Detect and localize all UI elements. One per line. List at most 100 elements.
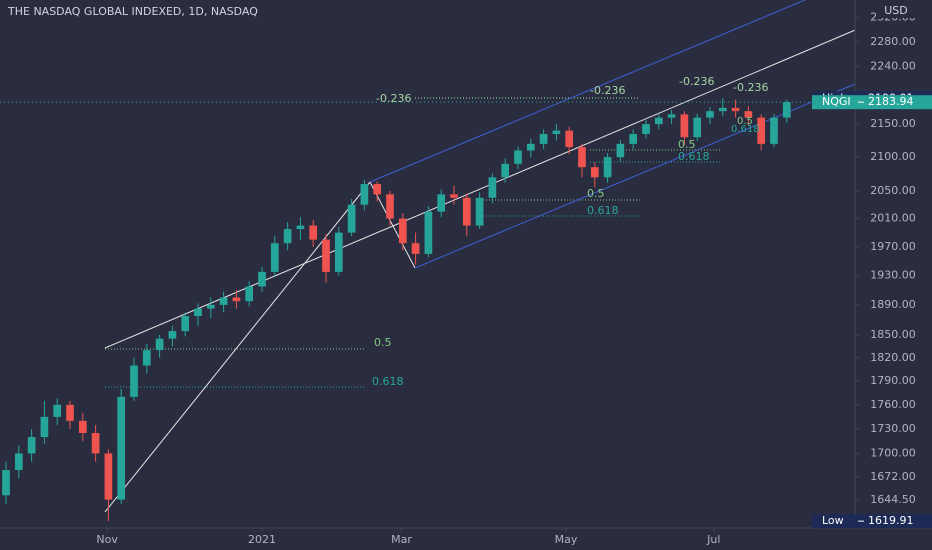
- candle-body: [667, 114, 676, 118]
- fib-label: 0.5: [737, 116, 753, 127]
- y-tick-label: 1890.00: [870, 298, 916, 311]
- y-tick-label: 1970.00: [870, 240, 916, 253]
- candle-body: [104, 453, 113, 500]
- candle-body: [245, 286, 254, 302]
- axes: 2320.002280.002240.002150.002100.002050.…: [0, 10, 932, 546]
- candle-body: [27, 437, 36, 454]
- chart-title: THE NASDAQ GLOBAL INDEXED, 1D, NASDAQ: [7, 5, 258, 18]
- candle-body: [706, 111, 714, 118]
- x-tick-label: May: [555, 533, 578, 546]
- y-tick-label: 1700.00: [870, 446, 916, 459]
- price-marker-value: 2183.94: [868, 95, 914, 108]
- price-marker-name: Low: [822, 514, 844, 527]
- candle-body: [347, 204, 356, 233]
- pitchfork-upper: [369, 0, 806, 183]
- candle-body: [206, 304, 215, 309]
- candle-body: [181, 316, 190, 332]
- pitchfork-median: [104, 27, 861, 349]
- candle-body: [398, 218, 407, 244]
- candle-body: [40, 416, 49, 438]
- y-tick-label: 2240.00: [870, 60, 916, 73]
- candle-body: [654, 117, 663, 125]
- candle-body: [782, 102, 791, 118]
- candle-body: [270, 243, 279, 272]
- candle-body: [283, 229, 292, 244]
- fib-label: 0.618: [678, 150, 710, 163]
- fib-label: -0.236: [733, 81, 768, 94]
- x-tick-label: 2021: [248, 533, 276, 546]
- candle-body: [501, 163, 510, 178]
- candle-body: [552, 130, 561, 134]
- pitchfork-lower: [414, 83, 856, 269]
- candle-body: [411, 243, 420, 254]
- candle-body: [526, 143, 535, 151]
- y-tick-label: 1672.00: [870, 470, 916, 483]
- candle-body: [680, 114, 689, 138]
- candle-body: [603, 157, 612, 178]
- candle-body: [565, 130, 574, 148]
- candle-body: [744, 111, 753, 118]
- candle-body: [386, 194, 394, 219]
- candle-body: [168, 331, 177, 339]
- candle-body: [360, 184, 369, 205]
- currency-bg: [876, 4, 916, 18]
- candle-body: [578, 147, 586, 168]
- candle-body: [91, 432, 100, 454]
- candle-body: [616, 143, 625, 158]
- candle-body: [309, 225, 318, 240]
- candle-body: [322, 239, 330, 272]
- candle-body: [590, 167, 599, 178]
- candle-body: [117, 396, 126, 500]
- candle-body: [66, 404, 74, 421]
- y-tick-label: 2010.00: [870, 212, 916, 225]
- fib-label: 0.618: [372, 375, 404, 388]
- price-marker: [812, 95, 932, 110]
- fib-label: 0.5: [587, 187, 605, 200]
- candle-body: [53, 404, 62, 417]
- candle-body: [514, 150, 522, 164]
- y-tick-label: 1850.00: [870, 328, 916, 341]
- fib-label: 0.618: [731, 124, 760, 135]
- candle-body: [424, 211, 433, 254]
- y-tick-label: 2100.00: [870, 150, 916, 163]
- candle-body: [539, 133, 548, 144]
- candle-body: [757, 117, 766, 144]
- fib-label: -0.236: [590, 84, 625, 97]
- y-tick-label: 1930.00: [870, 269, 916, 282]
- x-tick-label: Mar: [391, 533, 412, 546]
- x-tick-label: Jul: [706, 533, 720, 546]
- candle-body: [14, 453, 23, 471]
- fib-label: 0.618: [587, 204, 619, 217]
- fib-label: -0.236: [679, 75, 714, 88]
- candle-body: [488, 177, 497, 198]
- price-marker-name: NQGI: [822, 95, 851, 108]
- candle-body: [78, 420, 87, 433]
- price-marker-value: 1619.91: [868, 514, 914, 527]
- candle-body: [731, 107, 740, 112]
- x-tick-label: Nov: [96, 533, 118, 546]
- fib-label: -0.236: [376, 92, 411, 105]
- drawings: [104, 0, 861, 513]
- price-marker: [812, 514, 932, 529]
- y-tick-label: 2150.00: [870, 117, 916, 130]
- y-tick-label: 1644.50: [870, 493, 916, 506]
- candle-body: [450, 194, 458, 198]
- candle-body: [475, 197, 484, 226]
- candle-body: [462, 197, 471, 226]
- y-tick-label: 1760.00: [870, 398, 916, 411]
- candle-body: [219, 297, 228, 305]
- candle-body: [437, 194, 446, 212]
- candle-body: [142, 350, 151, 366]
- candle-body: [232, 297, 241, 302]
- y-tick-label: 2280.00: [870, 35, 916, 48]
- candle-body: [373, 184, 382, 195]
- candle-body: [194, 308, 202, 317]
- candle-body: [629, 133, 638, 144]
- candle-body: [130, 365, 138, 397]
- fib-label: 0.5: [678, 138, 696, 151]
- candle-body: [2, 470, 10, 496]
- candle-body: [258, 271, 266, 287]
